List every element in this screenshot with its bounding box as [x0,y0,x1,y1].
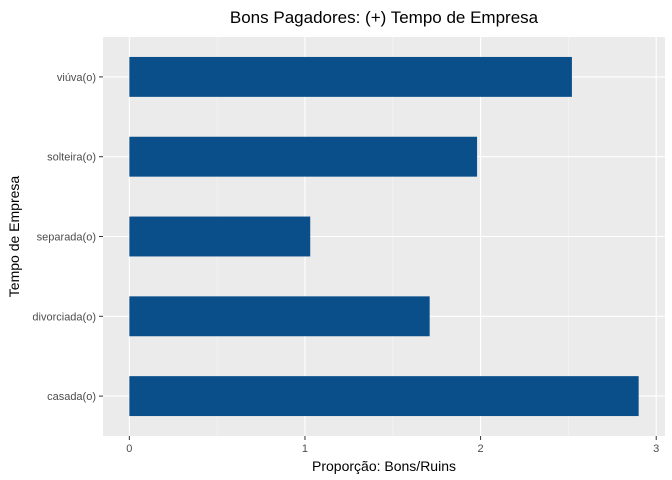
x-tick-label: 2 [478,443,484,455]
y-tick-label: separada(o) [37,232,96,244]
x-axis-title: Proporção: Bons/Ruins [312,458,456,474]
x-tick-label: 0 [126,443,132,455]
y-axis-title: Tempo de Empresa [6,176,22,298]
x-tick-label: 3 [653,443,659,455]
x-tick-label: 1 [302,443,308,455]
bar-divorciada(o) [129,296,430,337]
bar-separada(o) [129,216,311,257]
bars [129,56,639,417]
y-tick-label: viúva(o) [57,72,96,84]
bar-solteira(o) [129,136,478,177]
chart-title: Bons Pagadores: (+) Tempo de Empresa [230,8,539,27]
y-tick-label: solteira(o) [47,152,96,164]
y-axis: casada(o) divorciada(o) separada(o) solteir… [32,72,103,403]
bar-viúva(o) [129,56,572,97]
bar-casada(o) [129,376,639,417]
y-tick-label: divorciada(o) [32,311,96,323]
x-axis: 0 1 2 3 [126,436,659,455]
y-tick-label: casada(o) [47,391,96,403]
